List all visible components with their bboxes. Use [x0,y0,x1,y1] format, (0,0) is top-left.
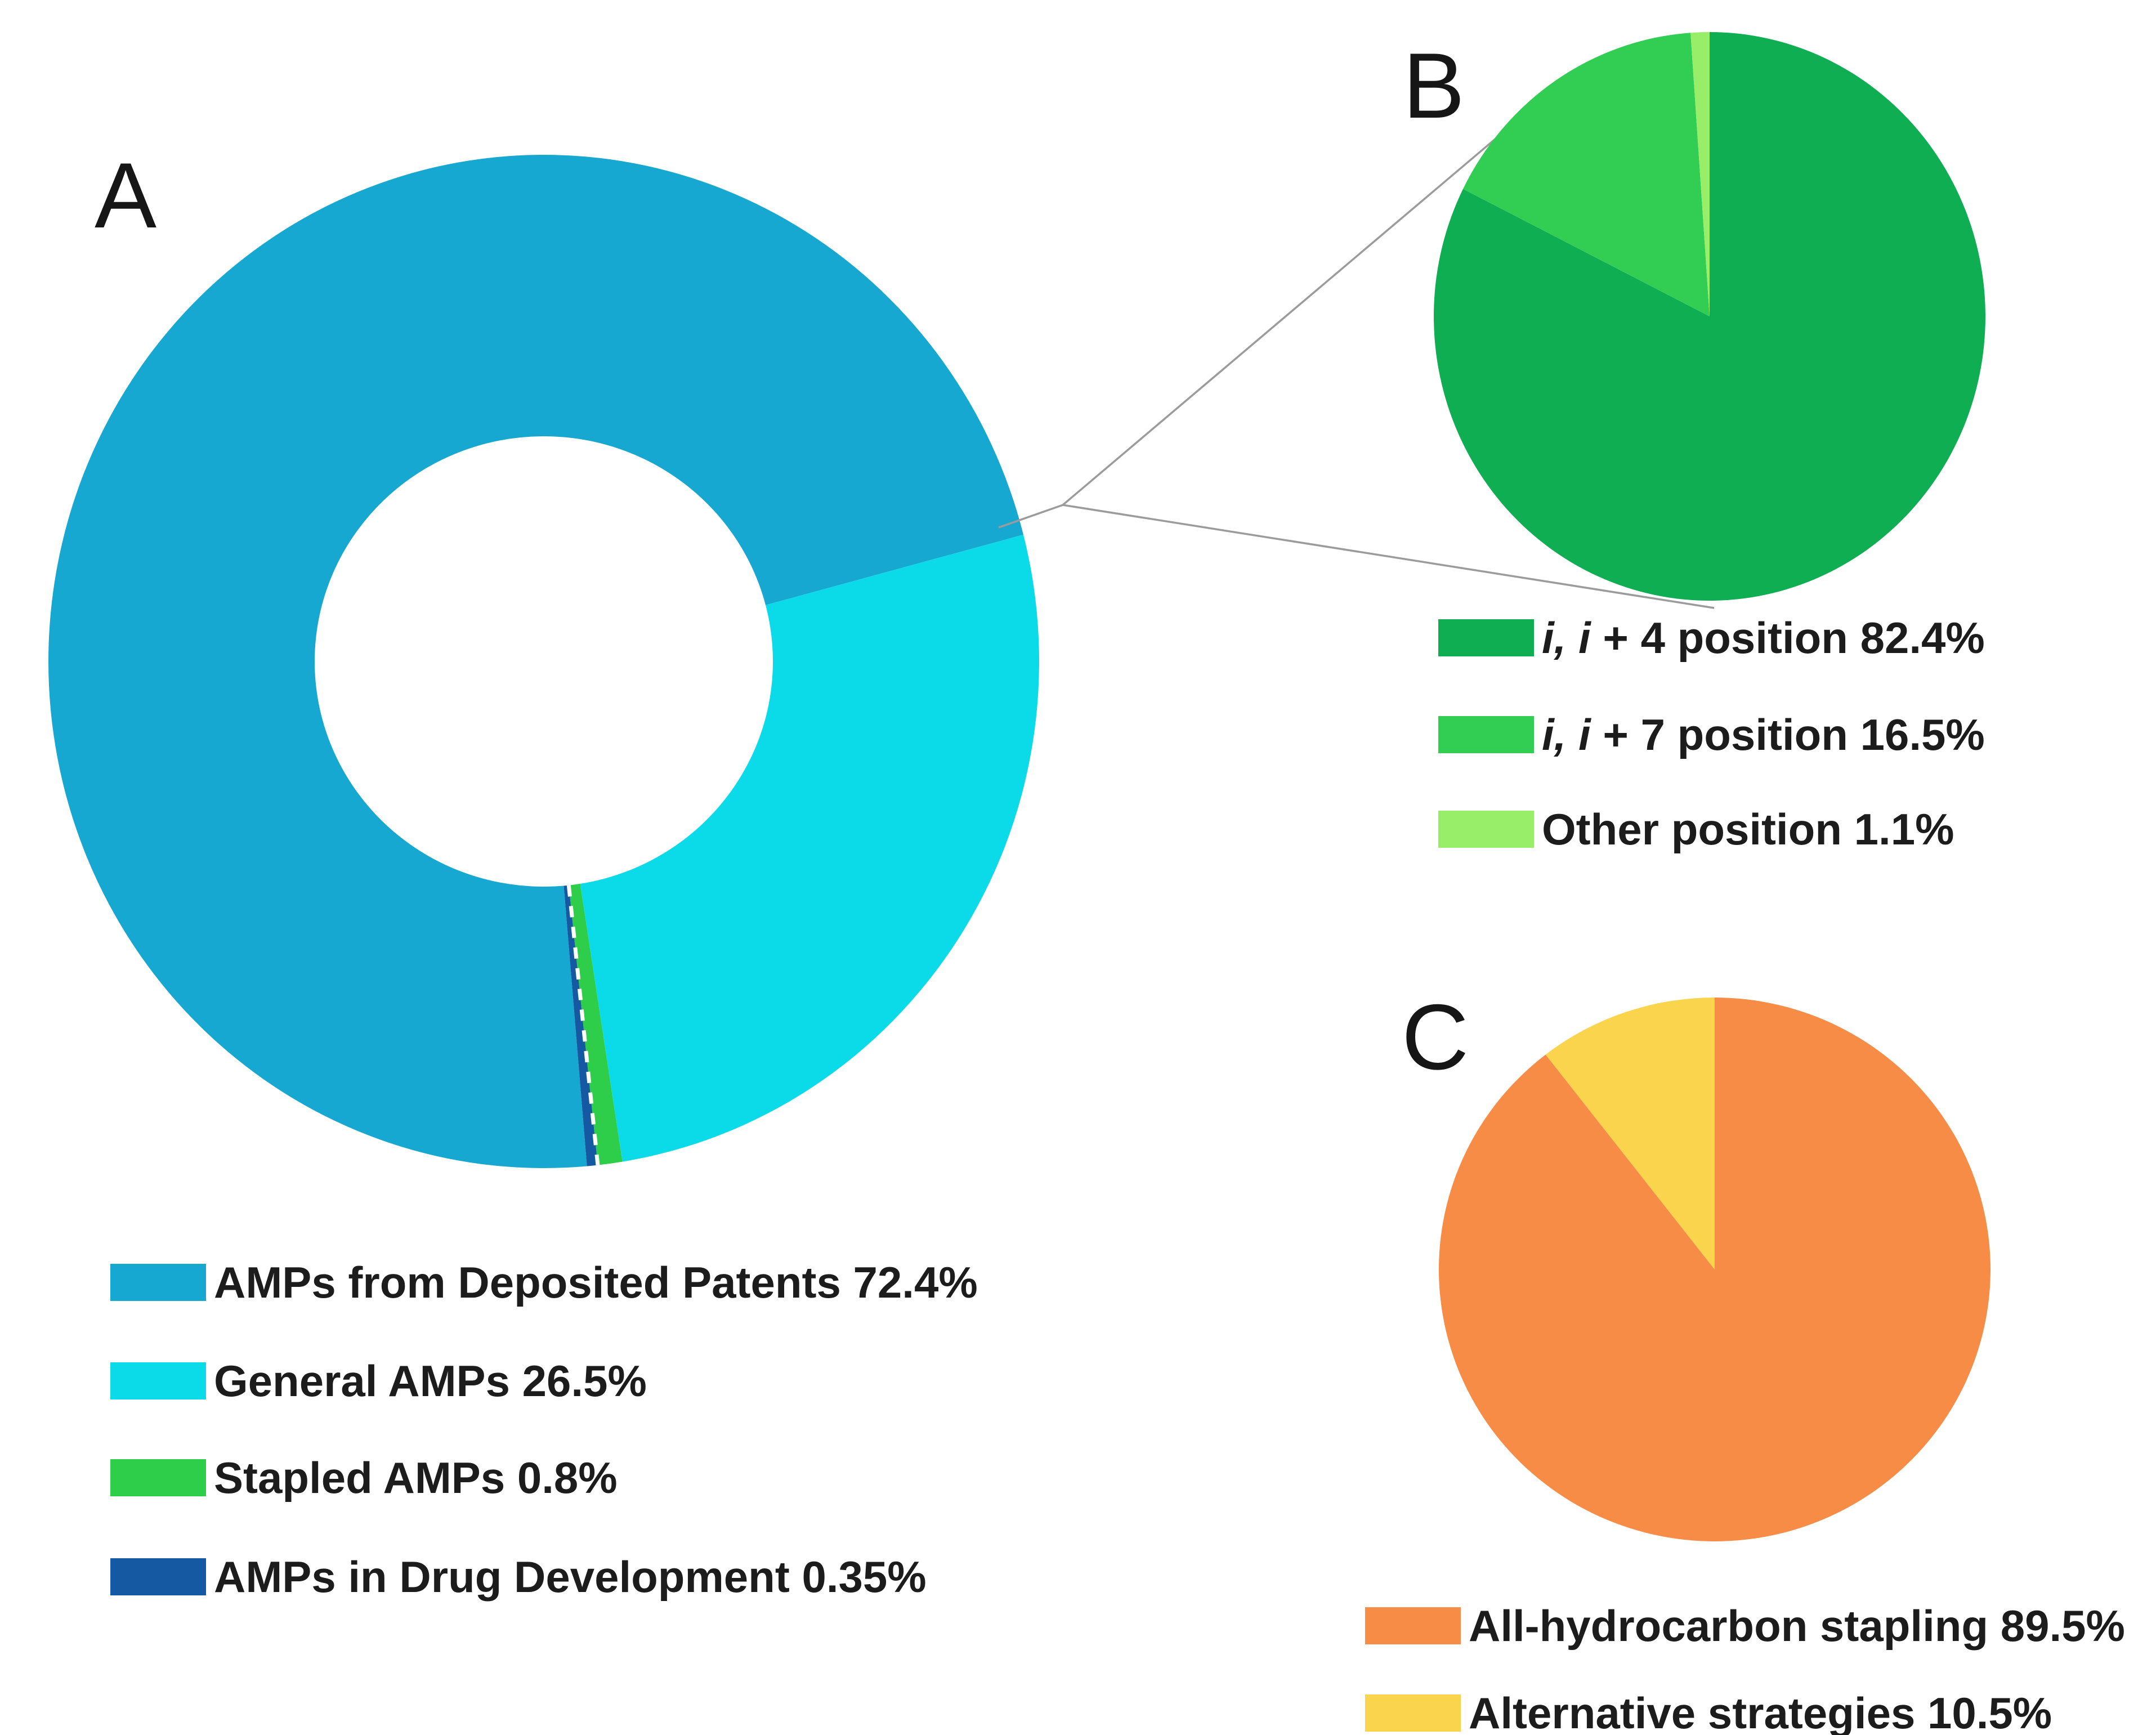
legend-label-text-part: Other position 1.1% [1542,804,1954,854]
legend-swatch [1365,1607,1461,1644]
panel-label-c: C [1402,985,1469,1089]
panel-label-b: B [1403,34,1465,137]
legend-item: General AMPs 26.5% [110,1359,647,1403]
connector-line-upper [1062,135,1500,506]
legend-swatch [1438,811,1534,848]
legend-swatch [110,1264,206,1301]
legend-item: Other position 1.1% [1438,807,1954,851]
legend-swatch [110,1459,206,1496]
panel-label-a: A [95,144,157,247]
connector-line-lower [1062,504,1715,609]
legend-swatch [1438,619,1534,656]
legend-label: Alternative strategies 10.5% [1469,1688,2052,1735]
a-slice-amps-from-deposited-patents [48,154,1024,1169]
legend-label: Stapled AMPs 0.8% [214,1453,618,1503]
legend-label: AMPs in Drug Development 0.35% [214,1552,927,1602]
legend-swatch [110,1362,206,1399]
legend-item: AMPs in Drug Development 0.35% [110,1555,927,1599]
legend-item: AMPs from Deposited Patents 72.4% [110,1260,978,1304]
pie-chart-c [1439,998,1991,1541]
legend-label: General AMPs 26.5% [214,1356,647,1406]
highlighted-slice-dashed-separator [566,885,600,1165]
legend-swatch [1438,716,1534,753]
legend-label: All-hydrocarbon stapling 89.5% [1469,1601,2125,1651]
legend-item: i, i + 7 position 16.5% [1438,713,1985,757]
connector-line-stub [998,504,1063,529]
legend-item: i, i + 4 position 82.4% [1438,616,1985,660]
a-slice-stapled-amps [569,883,623,1165]
b-slice-i-i-7-position [1463,33,1710,316]
donut-chart-a [48,154,1039,1169]
a-slice-general-amps [580,534,1039,1162]
callout-connector [998,135,1715,609]
legend-label: AMPs from Deposited Patents 72.4% [214,1258,978,1307]
legend-label-text-part: + 4 position 82.4% [1590,613,1985,663]
legend-label: i, i + 7 position 16.5% [1534,713,1985,757]
b-slice-other-position [1690,32,1710,316]
legend-label-text-part: + 7 position 16.5% [1590,710,1985,759]
legend-swatch [110,1558,206,1595]
legend-item: Stapled AMPs 0.8% [110,1456,618,1500]
legend-swatch [1365,1694,1461,1732]
legend-item: Alternative strategies 10.5% [1365,1688,2052,1735]
legend-label: Other position 1.1% [1534,807,1954,851]
legend-label: i, i + 4 position 82.4% [1534,616,1985,660]
pie-chart-b [1433,32,1985,601]
legend-item: All-hydrocarbon stapling 89.5% [1365,1604,2125,1648]
legend-label-italic-part: i, i [1542,613,1591,663]
c-slice-alternative-strategies [1545,998,1715,1269]
legend-label-italic-part: i, i [1542,710,1591,759]
